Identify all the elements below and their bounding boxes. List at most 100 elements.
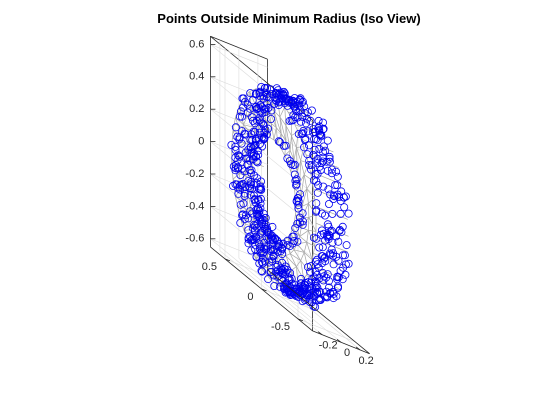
mesh-edge <box>297 241 307 245</box>
mesh-edge <box>279 116 282 134</box>
mesh-edge <box>306 180 313 190</box>
data-point <box>260 238 269 247</box>
data-points <box>227 83 353 311</box>
data-point <box>235 135 244 144</box>
data-point <box>252 223 261 232</box>
data-point <box>335 225 344 234</box>
data-point <box>229 162 238 171</box>
data-point <box>322 232 331 241</box>
y-tick-label: 0 <box>247 291 253 303</box>
z-tick-label: 0 <box>198 136 204 148</box>
data-point <box>227 140 236 149</box>
data-point <box>257 266 266 275</box>
mesh-edge <box>292 179 295 189</box>
mesh-edge <box>311 246 316 260</box>
data-point <box>279 281 288 290</box>
data-point <box>245 156 254 165</box>
data-point <box>258 254 267 263</box>
data-point <box>334 237 343 246</box>
data-point <box>313 188 322 197</box>
mesh-edge <box>306 230 309 243</box>
data-point <box>285 242 294 251</box>
data-point <box>248 234 257 243</box>
data-point <box>251 245 260 254</box>
data-point <box>283 236 292 245</box>
data-point <box>252 102 261 111</box>
mesh-edge <box>271 123 275 140</box>
data-point <box>244 235 253 244</box>
axes-box-edge <box>267 269 370 355</box>
data-point <box>270 281 279 290</box>
data-point <box>235 152 244 161</box>
data-point <box>314 296 323 305</box>
data-point <box>261 222 270 231</box>
data-point <box>234 189 243 198</box>
mesh-edge <box>299 236 308 243</box>
data-point <box>293 194 302 203</box>
data-point <box>236 181 245 190</box>
z-tick-label: 0.2 <box>189 103 204 115</box>
mesh-edge <box>291 135 295 161</box>
data-point <box>337 228 346 237</box>
mesh-edge <box>296 131 299 148</box>
data-point <box>264 275 273 284</box>
data-point <box>324 235 333 244</box>
data-point <box>313 283 322 292</box>
data-point <box>256 204 265 213</box>
mesh-edge <box>308 203 310 218</box>
data-point <box>285 156 294 165</box>
data-point <box>292 179 301 188</box>
data-point <box>322 287 331 296</box>
data-point <box>329 260 338 269</box>
mesh-edge <box>308 217 317 232</box>
data-point <box>336 266 345 275</box>
data-point <box>249 220 258 229</box>
data-point <box>255 128 264 137</box>
mesh-edge <box>303 252 313 261</box>
mesh-edge <box>250 205 252 230</box>
data-point <box>231 123 240 132</box>
mesh-edge <box>300 174 305 195</box>
data-point <box>342 241 351 250</box>
mesh-edge <box>308 203 317 216</box>
data-point <box>273 95 282 104</box>
data-point <box>333 275 342 284</box>
data-point <box>285 275 294 284</box>
mesh-edge <box>280 148 286 156</box>
data-point <box>332 167 341 176</box>
data-point <box>312 177 321 186</box>
data-point <box>272 84 281 93</box>
mesh-edge <box>315 238 348 253</box>
mesh-edge <box>284 106 287 126</box>
mesh-edge <box>245 170 247 183</box>
data-point <box>307 165 316 174</box>
mesh-edge <box>266 121 272 124</box>
data-point <box>313 288 322 297</box>
mesh-edge <box>285 141 291 151</box>
mesh-edge <box>300 146 305 161</box>
data-point <box>285 95 294 104</box>
data-point <box>328 251 337 260</box>
data-point <box>277 265 286 274</box>
data-point <box>250 195 259 204</box>
data-point <box>299 287 308 296</box>
data-point <box>315 127 324 136</box>
data-point <box>246 178 255 187</box>
data-point <box>291 224 300 233</box>
data-point <box>243 160 252 169</box>
data-point <box>310 273 319 282</box>
x-tick-mark <box>317 331 323 336</box>
data-point <box>312 234 321 243</box>
data-point <box>240 98 249 107</box>
data-point <box>293 97 302 106</box>
mesh-edge <box>290 253 301 261</box>
data-point <box>310 145 319 154</box>
mesh-edge <box>303 174 313 181</box>
data-point <box>259 248 268 257</box>
data-point <box>284 273 293 282</box>
data-point <box>249 191 258 200</box>
mesh-edge <box>284 149 291 156</box>
data-point <box>234 151 243 160</box>
data-point <box>231 142 240 151</box>
data-point <box>284 276 293 285</box>
